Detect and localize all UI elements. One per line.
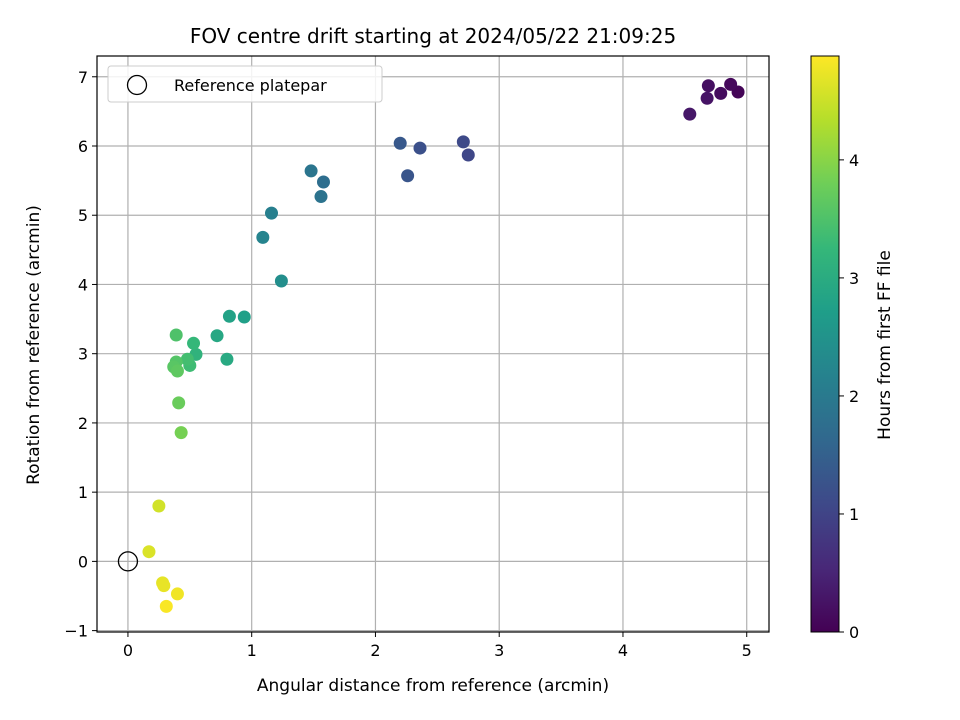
legend: Reference platepar [107,65,383,103]
data-point [724,77,738,91]
data-point [172,396,186,410]
x-tick-label: 4 [618,641,628,660]
y-tick-label: 4 [78,275,88,294]
grid-lines [97,56,769,632]
data-point [169,328,183,342]
y-tick-label: 5 [78,206,88,225]
data-point [170,587,184,601]
data-point [714,86,728,100]
colorbar-tick-label: 4 [849,151,859,170]
y-tick-label: 1 [78,483,88,502]
x-tick-label: 5 [742,641,752,660]
colorbar-label: Hours from first FF file [875,250,895,440]
data-point [256,230,270,244]
data-point [701,79,715,93]
data-point [222,309,236,323]
data-point [142,545,156,559]
data-point [304,164,318,178]
colorbar-gradient [810,55,840,633]
data-point [413,141,427,155]
legend-label: Reference platepar [174,76,327,95]
x-tick-label: 2 [370,641,380,660]
y-tick-label: 7 [78,68,88,87]
colorbar-tick-label: 3 [849,269,859,288]
data-point [683,107,697,121]
data-point [314,190,328,204]
y-axis-label: Rotation from reference (arcmin) [24,205,44,485]
colorbar-tick-label: 2 [849,387,859,406]
data-point [159,599,173,613]
data-point [456,135,470,149]
data-point [274,274,288,288]
legend-box [107,65,383,103]
data-point [316,175,330,189]
x-tick-label: 1 [247,641,257,660]
reference-platepar-marker [117,551,139,572]
x-axis: 0 1 2 3 4 5 [123,632,752,660]
data-point [401,169,415,183]
y-tick-label: 6 [78,137,88,156]
y-tick-label: 2 [78,414,88,433]
data-point [174,426,188,440]
data-point [170,364,184,378]
colorbar-tick-label: 1 [849,505,859,524]
data-point [220,352,234,366]
x-axis-label: Angular distance from reference (arcmin) [257,676,609,696]
data-point [157,579,171,593]
data-point [152,499,166,513]
data-point [264,206,278,220]
chart-title: FOV centre drift starting at 2024/05/22 … [190,24,676,48]
y-axis: −1 0 1 2 3 4 5 6 7 [64,68,97,641]
data-point [700,91,714,105]
data-point [210,329,224,343]
y-tick-label: 3 [78,345,88,364]
data-point [237,310,251,324]
legend-marker-circle-icon [126,74,148,96]
data-points [117,77,745,613]
y-tick-label: 0 [78,552,88,571]
data-point [180,352,194,366]
colorbar: 0 1 2 3 4 Hours from first FF file [810,55,895,642]
data-point [461,148,475,162]
x-tick-label: 0 [123,641,133,660]
data-point [187,336,201,350]
x-tick-label: 3 [494,641,504,660]
y-tick-label: −1 [64,622,88,641]
colorbar-tick-label: 0 [849,623,859,642]
plot-frame [96,55,770,633]
data-point [393,136,407,150]
